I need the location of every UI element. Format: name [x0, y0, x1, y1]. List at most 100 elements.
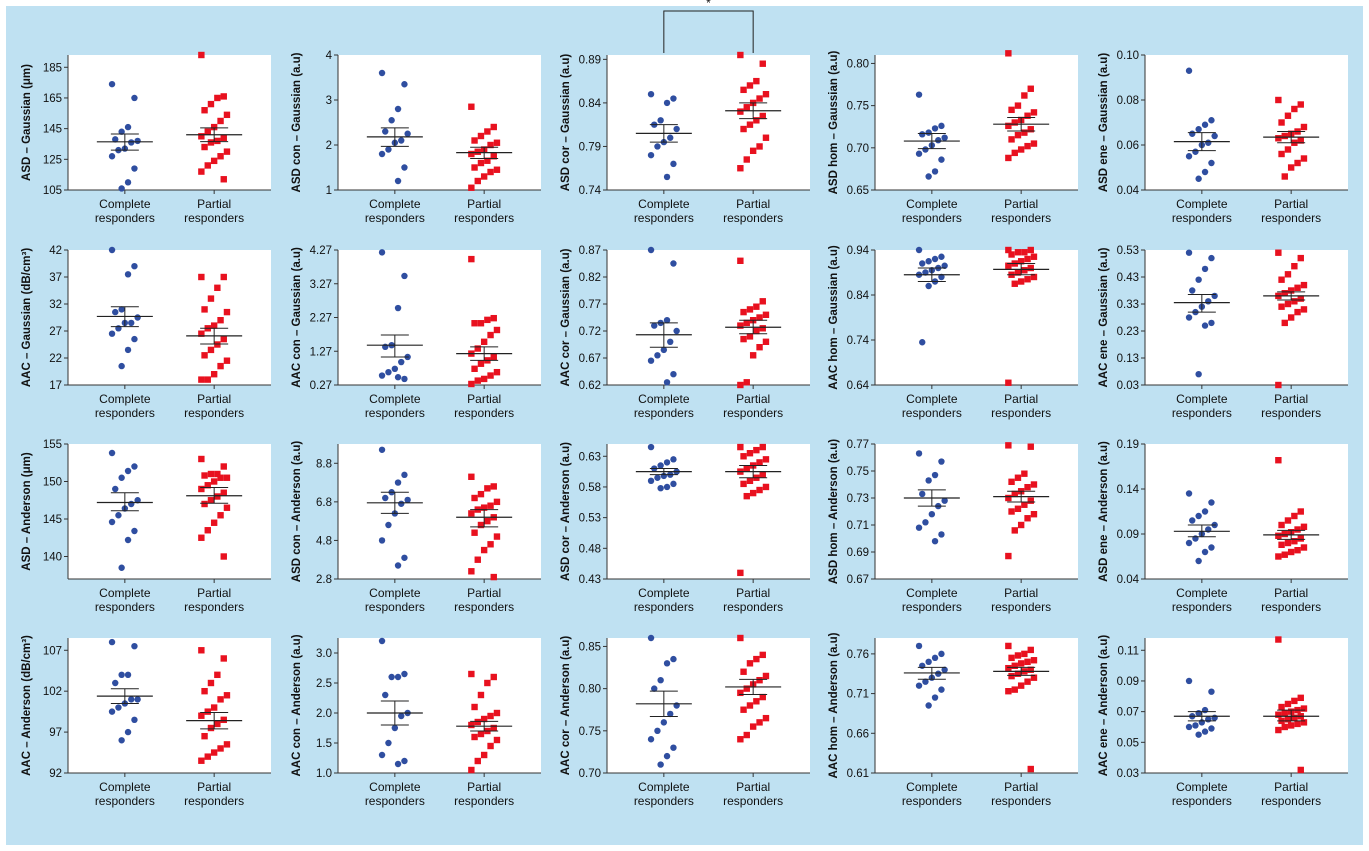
data-point-partial	[737, 689, 744, 697]
data-point-partial	[753, 77, 760, 85]
data-point-complete	[378, 372, 386, 379]
data-point-partial	[1027, 497, 1034, 504]
data-point-partial	[1278, 276, 1285, 283]
data-point-complete	[401, 81, 408, 88]
data-point-partial	[474, 148, 481, 155]
data-point-partial	[1291, 714, 1298, 721]
data-point-partial	[1021, 470, 1028, 477]
data-point-complete	[112, 308, 119, 316]
data-point-complete	[1195, 371, 1202, 378]
data-point-partial	[490, 314, 497, 322]
data-point-complete	[128, 500, 135, 508]
data-point-partial	[201, 306, 208, 313]
data-point-complete	[663, 483, 671, 491]
data-point-complete	[394, 562, 402, 569]
data-point-partial	[1005, 688, 1012, 695]
x-tick-label: Complete	[369, 392, 421, 406]
data-point-partial	[1287, 314, 1295, 321]
data-point-complete	[1195, 557, 1202, 565]
data-point-partial	[214, 720, 221, 728]
data-point-partial	[201, 143, 208, 151]
data-point-partial	[201, 472, 208, 479]
data-point-complete	[922, 678, 929, 685]
y-tick-label: 97	[49, 727, 62, 739]
data-point-complete	[938, 650, 945, 658]
y-tick-label: 105	[43, 185, 62, 197]
x-tick-label: Partial	[1004, 197, 1038, 211]
chart-panel: 0.620.670.720.770.820.87Completeresponde…	[560, 245, 810, 420]
data-point-complete	[660, 346, 668, 354]
chart-panel: 0.271.272.273.274.27CompleterespondersPa…	[291, 245, 541, 420]
y-tick-label: 0.71	[847, 520, 869, 532]
data-point-complete	[134, 696, 141, 703]
data-point-partial	[1284, 300, 1292, 308]
data-point-partial	[1021, 650, 1028, 658]
y-axis-label: AAC ene – Anderson (a.u)	[1098, 635, 1110, 777]
data-point-complete	[118, 185, 125, 192]
plot-area	[68, 55, 271, 190]
data-point-partial	[214, 341, 221, 348]
data-point-partial	[490, 573, 497, 581]
data-point-complete	[1201, 168, 1209, 176]
data-point-complete	[1201, 706, 1209, 714]
data-point-partial	[1024, 112, 1031, 119]
data-point-partial	[223, 111, 231, 119]
data-point-complete	[919, 339, 926, 346]
y-tick-label: 0.65	[847, 185, 869, 197]
data-point-partial	[762, 672, 770, 680]
data-point-partial	[1017, 682, 1025, 689]
y-tick-label: 0.73	[847, 493, 869, 505]
data-point-complete	[115, 512, 122, 519]
x-tick-label: Partial	[1274, 392, 1308, 406]
data-point-partial	[487, 712, 494, 720]
data-point-partial	[217, 153, 224, 160]
data-point-partial	[1275, 726, 1282, 734]
data-point-partial	[484, 128, 491, 135]
data-point-partial	[493, 736, 501, 744]
data-point-complete	[915, 642, 923, 650]
data-point-partial	[210, 322, 218, 329]
x-tick-label: responders	[184, 794, 244, 808]
data-point-complete	[1201, 548, 1209, 556]
data-point-partial	[471, 529, 478, 536]
data-point-partial	[468, 721, 475, 729]
plot-area	[68, 250, 271, 385]
data-point-complete	[922, 146, 929, 153]
data-point-complete	[1185, 314, 1193, 321]
data-point-partial	[477, 490, 485, 498]
x-tick-label: responders	[95, 211, 155, 225]
data-point-partial	[1275, 135, 1282, 142]
data-point-partial	[1294, 720, 1301, 728]
x-tick-label: Complete	[99, 197, 151, 211]
data-point-complete	[931, 255, 939, 263]
data-point-partial	[204, 527, 211, 534]
x-tick-label: responders	[1172, 600, 1232, 614]
data-point-complete	[931, 168, 939, 175]
data-point-partial	[214, 94, 221, 102]
data-point-partial	[1027, 246, 1034, 254]
data-point-partial	[207, 295, 215, 302]
y-tick-label: 0.53	[579, 513, 601, 525]
data-point-partial	[1017, 521, 1025, 529]
data-point-partial	[743, 492, 750, 500]
data-point-complete	[394, 105, 402, 113]
data-point-partial	[1281, 723, 1288, 731]
data-point-complete	[131, 716, 138, 724]
y-tick-label: 3.27	[310, 279, 332, 291]
data-point-partial	[1297, 766, 1304, 774]
x-tick-label: Complete	[99, 780, 151, 794]
data-point-complete	[925, 173, 932, 180]
data-point-partial	[198, 455, 205, 463]
x-tick-label: responders	[1172, 794, 1232, 808]
x-tick-label: responders	[634, 211, 694, 225]
data-point-partial	[1287, 548, 1295, 556]
y-tick-label: 0.64	[847, 380, 870, 392]
data-point-complete	[385, 368, 392, 376]
x-tick-label: Partial	[736, 780, 770, 794]
data-point-complete	[915, 524, 923, 531]
data-point-partial	[1011, 490, 1018, 498]
data-point-partial	[474, 177, 481, 185]
data-point-partial	[487, 502, 494, 509]
data-point-complete	[131, 165, 138, 172]
data-point-complete	[118, 737, 125, 744]
